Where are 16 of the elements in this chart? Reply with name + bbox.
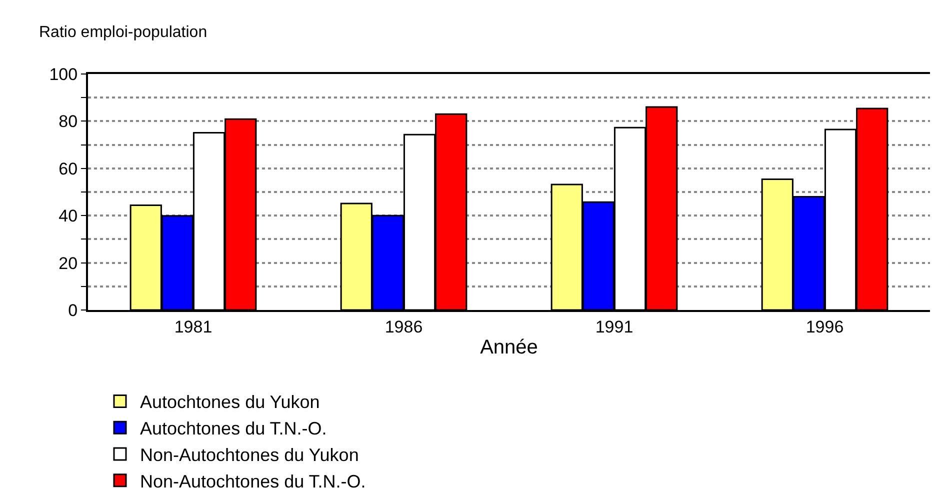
y-tick-label: 100 xyxy=(49,64,78,84)
y-tick-label: 20 xyxy=(58,254,78,273)
y-tick-label: 40 xyxy=(58,206,78,226)
y-axis-title: Ratio emploi-population xyxy=(39,24,208,41)
y-tick-label: 60 xyxy=(58,159,78,178)
legend-label: Non-Autochtones du Yukon xyxy=(140,445,359,466)
y-tick-label: 80 xyxy=(58,112,78,132)
x-tick-label: 1996 xyxy=(806,317,844,336)
legend-label: Autochtones du Yukon xyxy=(140,392,320,412)
x-tick-label: 1981 xyxy=(174,317,212,336)
x-axis-title: Année xyxy=(480,336,538,358)
x-tick-label: 1991 xyxy=(595,317,634,336)
legend-label: Autochtones du T.N.-O. xyxy=(140,418,327,439)
x-tick-label: 1986 xyxy=(384,317,423,336)
y-tick-label: 0 xyxy=(68,300,78,320)
legend-label: Non-Autochtones du T.N.-O. xyxy=(140,471,366,492)
